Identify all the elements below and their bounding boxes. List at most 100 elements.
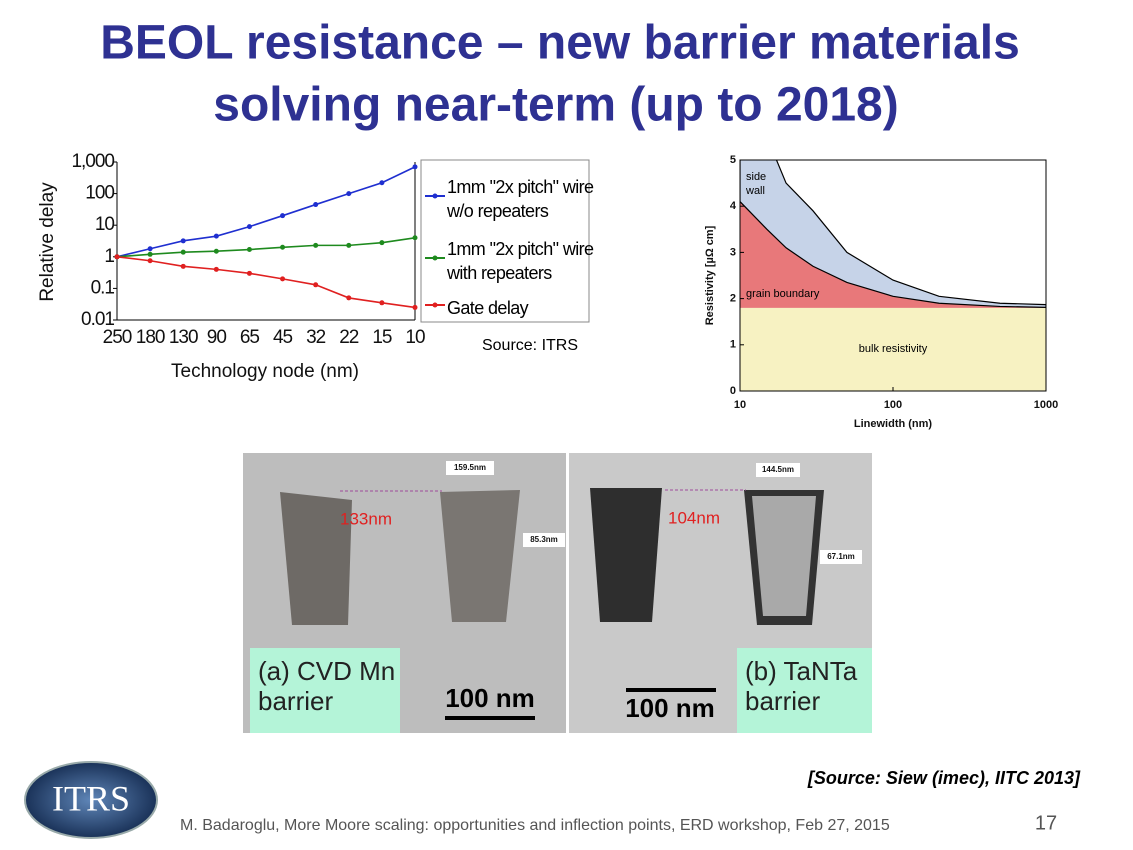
point xyxy=(114,254,120,260)
point xyxy=(280,276,286,282)
slide-title: BEOL resistance – new barrier materials xyxy=(100,17,1020,70)
x-tick-label: 45 xyxy=(273,327,293,348)
area-label-text: side wall xyxy=(746,171,767,197)
legend-label: Gate delay xyxy=(447,298,529,318)
series-line xyxy=(116,256,416,309)
point xyxy=(346,295,352,301)
caption-text: (a) CVD Mn barrier xyxy=(258,656,396,716)
y-axis-label: Resistivity [µΩ cm] xyxy=(704,225,716,325)
area-label-text: grain boundary xyxy=(746,288,820,300)
x-tick-label: 250 xyxy=(103,327,132,348)
y-tick-label: 5 xyxy=(730,154,736,166)
scale-bar xyxy=(626,688,716,692)
divider xyxy=(566,453,569,733)
legend-swatch xyxy=(432,193,438,199)
point xyxy=(246,247,252,253)
point xyxy=(346,242,352,248)
point xyxy=(412,304,418,310)
caption-box xyxy=(737,648,872,733)
point xyxy=(280,244,286,250)
x-tick-label: 90 xyxy=(207,327,227,348)
y-tick-label: 0.1 xyxy=(91,277,115,298)
legend-label: 1mm "2x pitch" wire with repeaters xyxy=(447,239,594,283)
point xyxy=(147,258,153,264)
point xyxy=(180,249,186,255)
point xyxy=(379,300,385,306)
scale-bar xyxy=(445,716,535,720)
point xyxy=(379,240,385,246)
caption: (b) TaNTa barrier xyxy=(745,656,858,716)
point xyxy=(412,164,418,170)
point xyxy=(180,263,186,269)
page-number: 17 xyxy=(1035,812,1057,834)
x-tick-label: 10 xyxy=(405,327,425,348)
x-tick-label: 130 xyxy=(169,327,198,348)
legend-entry: Gate delay xyxy=(447,298,529,318)
y-tick-label: 10 xyxy=(95,214,115,235)
y-tick-label: 1,000 xyxy=(71,151,114,172)
annotation: Source: ITRS xyxy=(482,337,578,354)
legend-swatch xyxy=(432,255,438,261)
point xyxy=(246,224,252,230)
point xyxy=(213,233,219,239)
scale-label: 100 nm xyxy=(625,693,715,723)
dim-box xyxy=(820,550,862,564)
y-tick-label: 100 xyxy=(85,183,114,204)
dim-box xyxy=(446,461,494,475)
legend-entry: 1mm "2x pitch" wire with repeaters xyxy=(447,239,594,283)
area-label: side wall xyxy=(746,171,767,197)
point xyxy=(213,248,219,254)
caption: (a) CVD Mn barrier xyxy=(258,656,396,716)
trench xyxy=(590,488,662,622)
dim-box xyxy=(756,463,800,477)
dim-label: 159.5nm xyxy=(454,463,486,472)
y-axis-label: Relative delay xyxy=(37,182,58,302)
logo-text: ITRS xyxy=(52,778,130,818)
point xyxy=(379,180,385,186)
x-tick-label: 15 xyxy=(372,327,392,348)
series-line xyxy=(116,166,416,258)
y-tick-label: 1 xyxy=(730,339,736,351)
y-tick-label: 4 xyxy=(730,200,737,212)
dim-box xyxy=(523,533,565,547)
legend-box xyxy=(420,159,590,323)
area xyxy=(740,201,1046,308)
area xyxy=(740,160,1046,308)
point xyxy=(180,238,186,244)
area-label: grain boundary xyxy=(746,288,820,300)
legend-swatch xyxy=(432,302,438,308)
caption-text: (b) TaNTa barrier xyxy=(745,656,858,716)
point xyxy=(412,235,418,241)
point xyxy=(313,282,319,288)
dim-label: 144.5nm xyxy=(762,465,794,474)
caption-box xyxy=(250,648,400,733)
dim-label: 85.3nm xyxy=(530,535,558,544)
x-axis-label: Technology node (nm) xyxy=(171,361,359,382)
x-tick-label: 100 xyxy=(884,399,902,411)
point xyxy=(213,266,219,272)
point xyxy=(246,270,252,276)
x-tick-label: 32 xyxy=(306,327,326,348)
x-tick-label: 10 xyxy=(734,399,746,411)
depth-label: 104nm xyxy=(668,508,720,527)
area-label-text: bulk resistivity xyxy=(858,343,928,355)
point xyxy=(147,246,153,252)
y-tick-label: 3 xyxy=(730,246,736,258)
y-tick-label: 2 xyxy=(730,293,736,305)
x-tick-label: 1000 xyxy=(1034,399,1058,411)
point xyxy=(313,242,319,248)
trench xyxy=(440,490,520,622)
scale-label: 100 nm xyxy=(445,683,535,713)
point xyxy=(147,251,153,257)
y-tick-label: 0.01 xyxy=(81,309,114,330)
point xyxy=(313,202,319,208)
legend-label: 1mm "2x pitch" wire w/o repeaters xyxy=(447,177,594,221)
series-line xyxy=(116,236,416,258)
plot xyxy=(740,160,1046,391)
source: [Source: Siew (imec), IITC 2013] xyxy=(807,768,1081,788)
tem-figure: 159.5nm 133nm 85.3nm 144.5nm 104nm 67.1n… xyxy=(243,453,872,733)
footer: M. Badaroglu, More Moore scaling: opport… xyxy=(180,817,890,834)
depth-label: 133nm xyxy=(340,509,392,528)
x-axis-label: Linewidth (nm) xyxy=(854,418,933,430)
